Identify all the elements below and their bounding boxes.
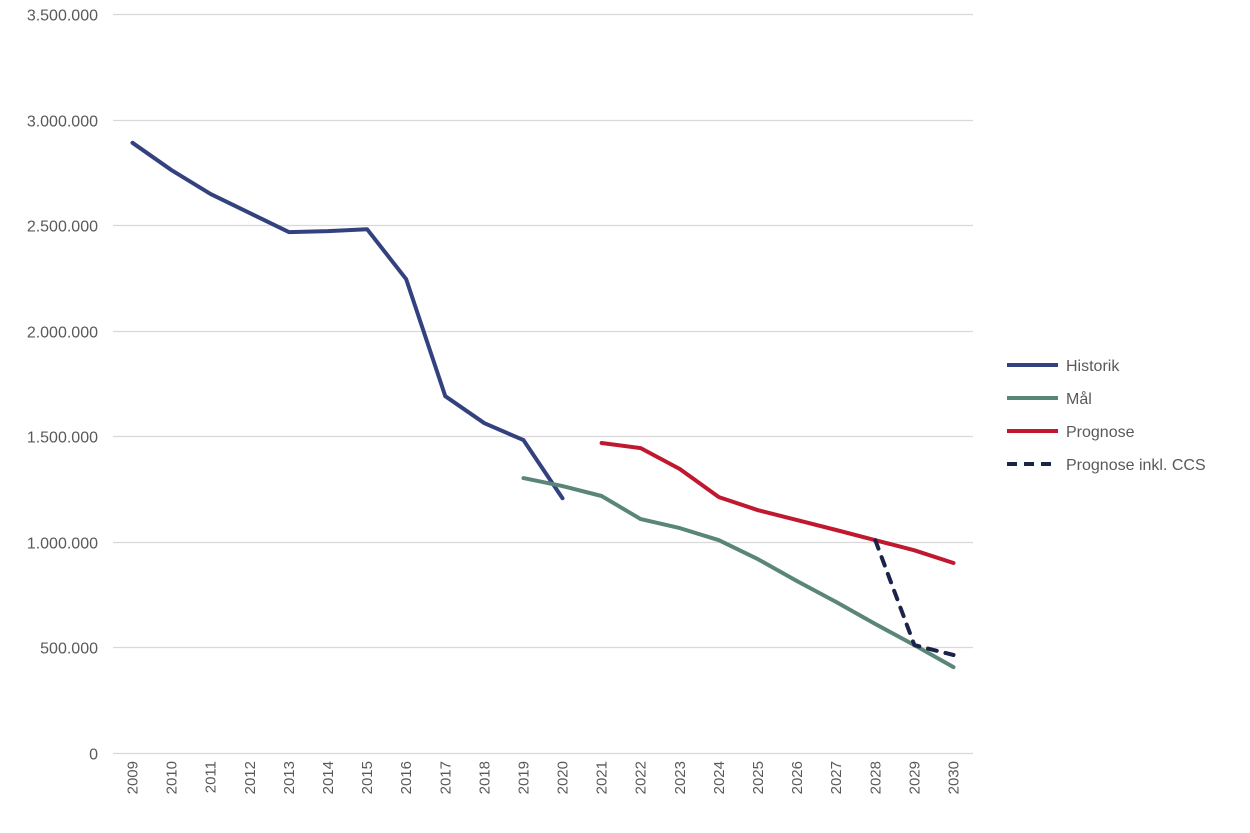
legend-label: Mål [1066,390,1092,408]
legend-label: Prognose [1066,424,1135,441]
series-line-2 [599,441,956,565]
legend: Historik Mål Prognose Prognose inkl. CCS [1007,358,1206,474]
x-tick-label: 2017 [437,761,454,794]
x-tick-label: 2009 [125,761,142,794]
x-tick-label: 2030 [945,761,962,794]
x-tick-label: 2024 [711,761,728,794]
y-tick-label: 2.500.000 [27,219,98,236]
y-tick-label: 3.000.000 [27,114,98,131]
x-tick-label: 2022 [633,761,650,794]
x-tick-label: 2014 [320,761,337,794]
x-tick-label: 2012 [242,761,259,794]
y-tick-label: 3.500.000 [27,8,98,25]
x-tick-label: 2013 [281,761,298,794]
x-tick-label: 2026 [789,761,806,794]
x-tick-label: 2015 [359,761,376,794]
x-tick-label: 2016 [398,761,415,794]
series-lines [130,140,956,670]
x-tick-label: 2023 [672,761,689,794]
x-tick-label: 2021 [594,761,611,794]
x-tick-label: 2011 [203,761,220,793]
x-tick-label: 2018 [476,761,493,794]
y-tick-label: 1.500.000 [27,430,98,447]
x-tick-label: 2028 [867,761,884,794]
x-tick-label: 2025 [750,761,767,794]
x-tick-label: 2029 [906,761,923,794]
y-tick-label: 1.000.000 [27,536,98,553]
y-tick-label: 500.000 [40,641,98,658]
x-tick-label: 2027 [828,761,845,794]
y-tick-label: 0 [89,747,98,764]
series-line-3 [873,538,956,657]
y-tick-label: 2.000.000 [27,325,98,342]
x-tick-label: 2020 [555,761,572,794]
x-tick-label: 2019 [515,761,532,794]
legend-label: Historik [1066,358,1120,375]
gridlines [113,13,973,755]
series-line-1 [521,476,956,670]
x-axis-tick-labels: 2009 2010 2011 2012 2013 2014 2015 2016 2017 2018… [125,761,963,794]
series-line-0 [130,140,565,501]
y-axis-tick-labels: 0 500.000 1.000.000 1.500.000 2.000.000 2.500… [27,8,98,764]
x-tick-label: 2010 [164,761,181,794]
legend-label: Prognose inkl. CCS [1066,457,1206,474]
